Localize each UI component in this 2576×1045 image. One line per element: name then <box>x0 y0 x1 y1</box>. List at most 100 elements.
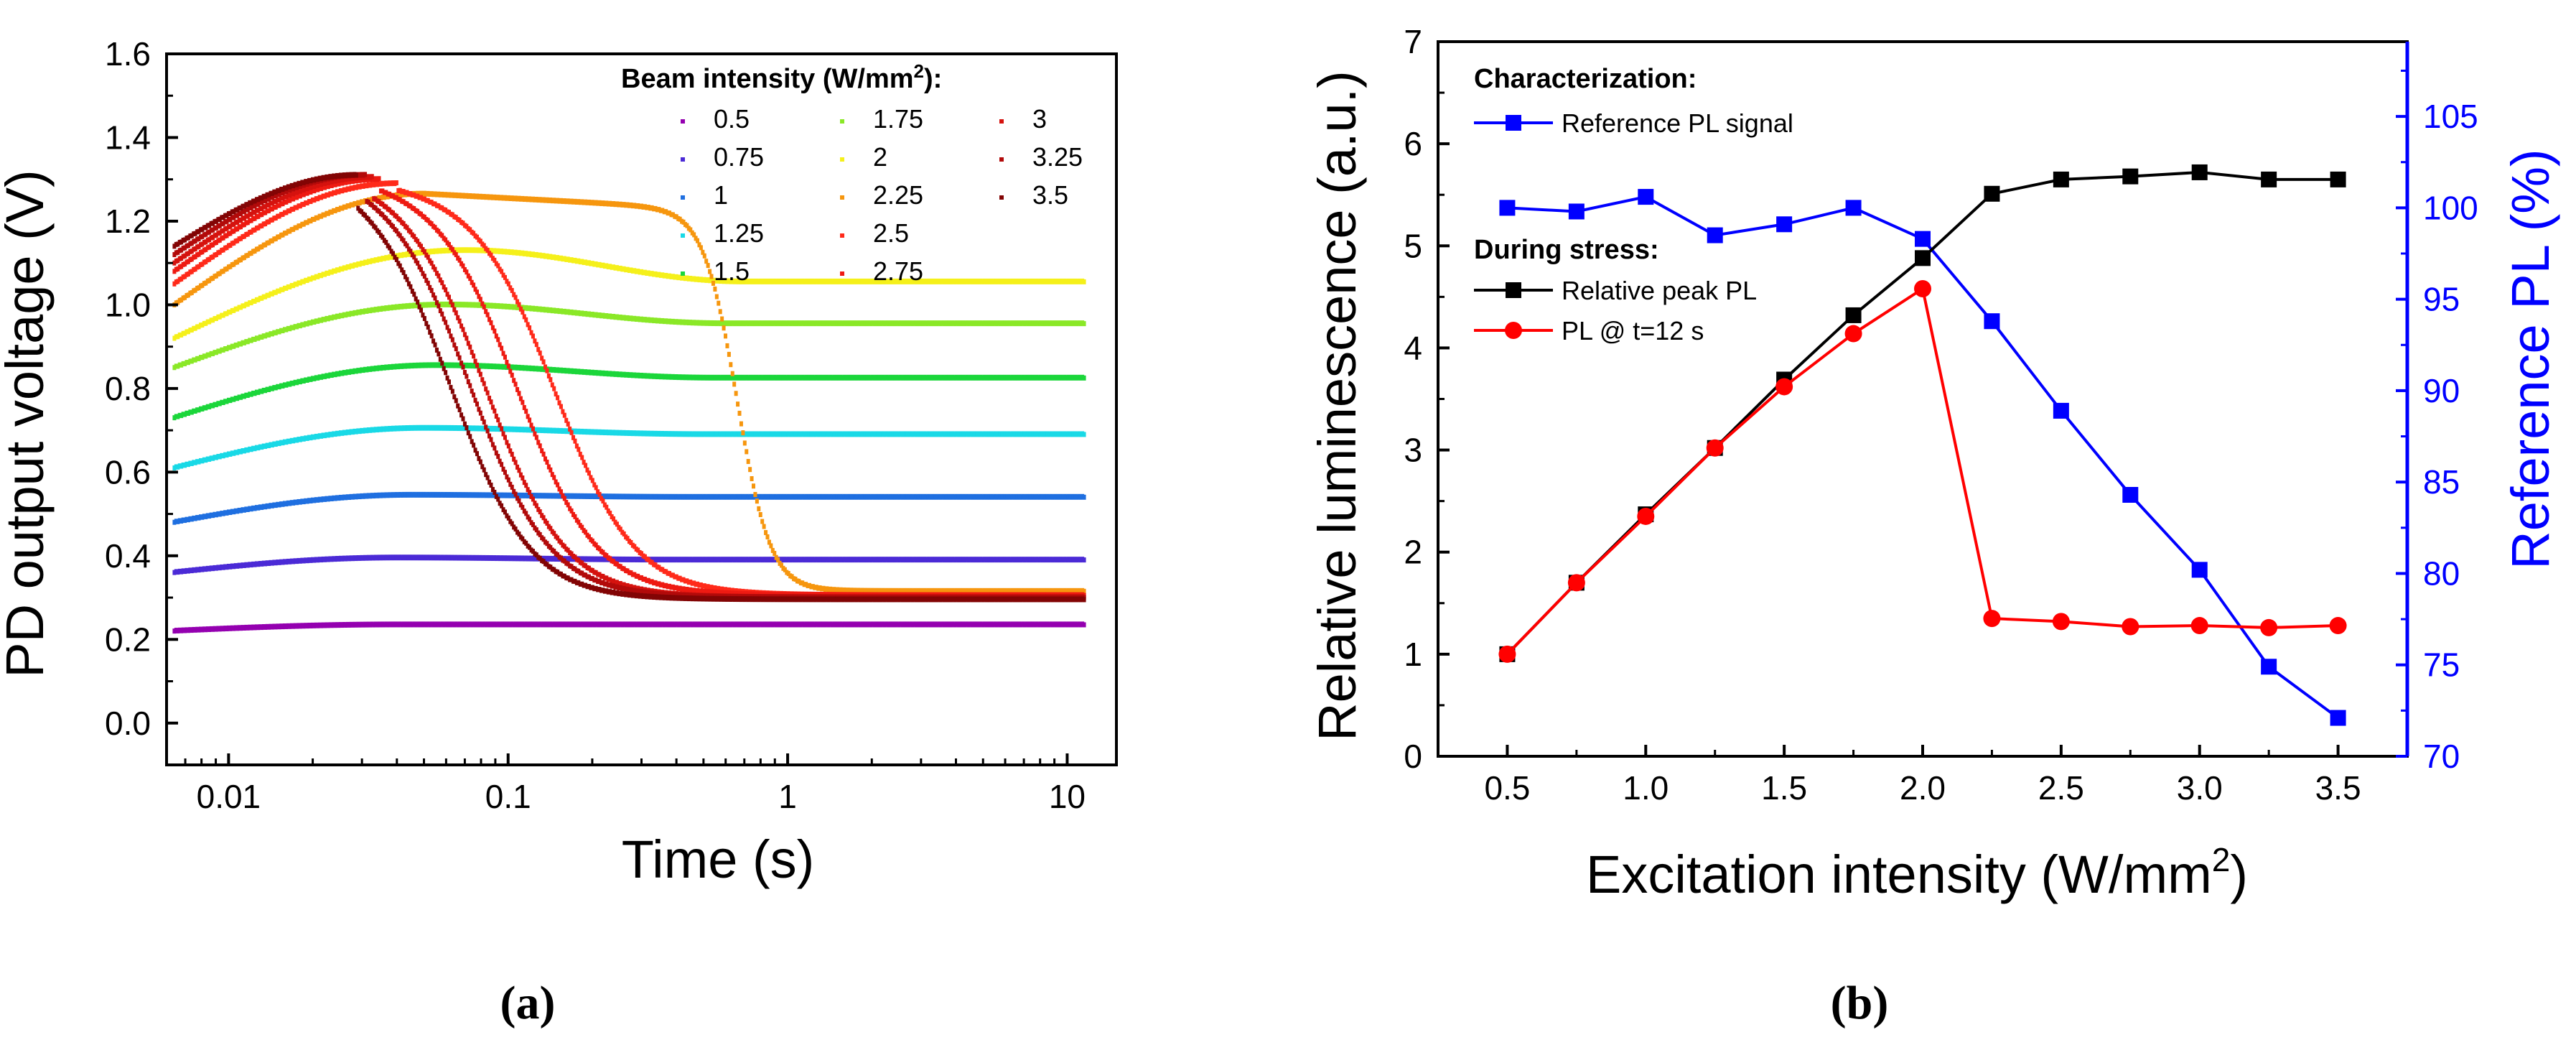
panel-a-point-2.25 <box>717 300 721 306</box>
panel-a-point-2.25 <box>702 253 706 259</box>
panel-a-point-2.5 <box>552 386 556 391</box>
panel-a-point-2.5 <box>524 317 528 322</box>
panel-a-trace-1.75 <box>172 301 1086 371</box>
panel-a-point-2.75 <box>557 486 561 492</box>
panel-a-point-0.75 <box>1082 557 1086 563</box>
panel-a-point-2.5 <box>618 526 622 532</box>
panel-a-point-2.75 <box>517 391 521 396</box>
panel-a-point-2.25 <box>708 269 712 274</box>
panel-a-point-2.25 <box>765 534 770 540</box>
panel-a-point-2.75 <box>498 342 502 348</box>
panel-a-trace-2.5 <box>172 180 1086 598</box>
panel-a-point-2.5 <box>554 391 558 396</box>
panel-a-point-2.5 <box>629 539 633 545</box>
panel-a-point-2.75 <box>472 282 476 288</box>
panel-a-point-2.5 <box>546 373 551 378</box>
panel-a-point-2.5 <box>515 299 520 305</box>
panel-a-point-2.5 <box>577 447 581 452</box>
panel-a-point-2.5 <box>550 382 554 388</box>
panel-a-point-2.75 <box>437 228 441 234</box>
panel-a-point-2.5 <box>541 359 546 365</box>
panel-a-point-2.75 <box>580 524 584 530</box>
panel-a-point-2.75 <box>447 241 451 247</box>
panel-a-point-2.25 <box>727 351 731 357</box>
panel-a-point-2.25 <box>752 483 756 489</box>
panel-a-point-2.25 <box>776 557 780 562</box>
panel-a-point-2.75 <box>477 294 481 299</box>
panel-a-point-2.5 <box>472 231 476 236</box>
panel-a-point-2.75 <box>510 372 514 378</box>
panel-a-point-2.75 <box>484 309 488 315</box>
panel-a-point-2.5 <box>596 489 600 495</box>
panel-a-point-2.25 <box>713 286 717 292</box>
panel-a-point-2.25 <box>729 362 733 368</box>
panel-a-point-2.75 <box>573 514 577 519</box>
panel-a-point-2.5 <box>597 491 602 497</box>
panel-a-point-2.25 <box>697 242 701 248</box>
panel-a-point-2.75 <box>518 396 523 401</box>
panel-a-point-2.5 <box>573 438 577 444</box>
panel-a-point-1 <box>1082 494 1086 500</box>
panel-a-point-2.75 <box>521 399 525 405</box>
panel-a-point-2.5 <box>589 475 593 480</box>
panel-a-point-2.75 <box>490 325 495 330</box>
panel-a-point-2.5 <box>568 426 572 432</box>
panel-a-point-2.75 <box>528 417 532 423</box>
panel-a-point-2.25 <box>722 325 726 331</box>
panel-a-point-2.75 <box>562 496 566 501</box>
panel-a-point-2.5 <box>566 421 570 427</box>
panel-a-point-2.25 <box>734 391 738 396</box>
panel-a-point-2.25 <box>758 512 762 518</box>
panel-a-point-2.25 <box>755 498 759 504</box>
panel-a-point-2.5 <box>538 350 542 356</box>
panel-a-point-2.75 <box>461 263 465 269</box>
panel-a-point-2.5 <box>561 409 565 414</box>
panel-a-point-2.25 <box>714 294 719 299</box>
panel-a-point-2.75 <box>512 378 516 384</box>
panel-a-point-2.75 <box>429 221 434 227</box>
panel-a-point-2.5 <box>545 368 549 373</box>
panel-a-point-2.75 <box>473 287 477 292</box>
panel-a-point-2.75 <box>538 443 542 449</box>
panel-a-point-2.75 <box>485 312 490 317</box>
panel-a-point-2.25 <box>767 539 771 545</box>
panel-a-point-2.5 <box>522 314 526 320</box>
panel-a-point-2.75 <box>500 345 504 351</box>
panel-a-point-2.25 <box>701 249 705 255</box>
panel-a-point-2.5 <box>529 330 533 335</box>
panel-a-point-2.25 <box>706 263 710 269</box>
panel-a-trace-2.75 <box>172 176 1086 598</box>
panel-a-point-2.75 <box>501 350 505 356</box>
panel-a-point-2.75 <box>480 301 485 307</box>
panel-a-point-2.25 <box>730 371 734 376</box>
panel-a-point-2.5 <box>612 516 616 521</box>
panel-a-point-2.5 <box>500 269 504 274</box>
panel-a-point-2.5 <box>574 443 579 449</box>
panel-a-point-2.25 <box>724 333 728 339</box>
panel-a-point-2.5 <box>506 281 510 287</box>
panel-a-point-2.5 <box>608 511 612 516</box>
panel-a-point-2.75 <box>454 252 458 258</box>
panel-a-point-2.25 <box>769 543 773 549</box>
panel-a-point-2.75 <box>584 529 588 535</box>
panel-a-point-2.25 <box>783 567 787 572</box>
panel-a-point-2.75 <box>522 404 526 410</box>
panel-a-point-2.5 <box>580 455 584 460</box>
panel-a-point-2.75 <box>513 381 518 387</box>
panel-a-point-2.5 <box>526 322 530 328</box>
panel-a-point-2.25 <box>770 547 775 553</box>
panel-a-point-2.75 <box>540 448 544 454</box>
panel-a-point-2.5 <box>557 400 561 406</box>
panel-a-point-2.5 <box>518 306 523 312</box>
panel-a-data-points <box>172 172 1086 634</box>
panel-a-point-2.75 <box>561 493 565 498</box>
panel-a-point-2.5 <box>594 485 598 491</box>
panel-a-point-2.5 <box>549 377 553 383</box>
panel-a-trace-1 <box>172 491 1086 525</box>
panel-a-point-2.5 <box>559 404 563 409</box>
panel-a-point-2.75 <box>546 464 551 470</box>
panel-a-point-2.75 <box>489 320 493 325</box>
panel-a-trace-0.5 <box>172 621 1086 634</box>
panel-a-point-2.75 <box>541 451 546 457</box>
